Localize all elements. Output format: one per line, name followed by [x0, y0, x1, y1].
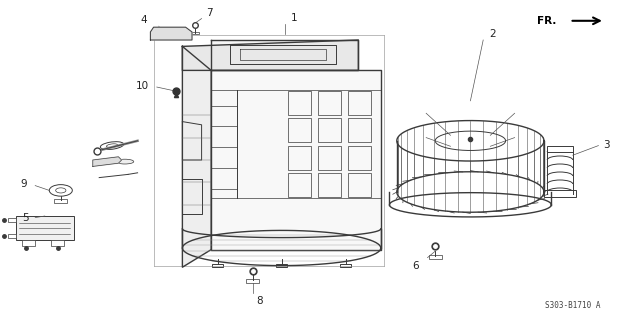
- Bar: [429, 255, 442, 259]
- Bar: [318, 118, 341, 142]
- Bar: [51, 240, 64, 246]
- Bar: [8, 234, 16, 238]
- Bar: [212, 264, 223, 267]
- Bar: [544, 190, 576, 197]
- Bar: [22, 240, 35, 246]
- Text: 6: 6: [413, 261, 419, 271]
- Text: 10: 10: [135, 81, 148, 91]
- Bar: [288, 146, 312, 170]
- Ellipse shape: [163, 31, 179, 36]
- Bar: [547, 146, 573, 152]
- Bar: [318, 146, 341, 170]
- Text: 9: 9: [20, 179, 27, 189]
- Bar: [246, 279, 259, 283]
- Circle shape: [49, 185, 72, 196]
- Bar: [318, 173, 341, 197]
- Text: S303-B1710 A: S303-B1710 A: [545, 301, 600, 310]
- Bar: [54, 199, 67, 203]
- Text: 2: 2: [490, 29, 496, 39]
- Bar: [288, 91, 312, 115]
- Polygon shape: [182, 46, 211, 267]
- Bar: [340, 264, 351, 267]
- Text: 3: 3: [603, 140, 609, 150]
- Text: 7: 7: [206, 8, 212, 18]
- FancyBboxPatch shape: [16, 216, 74, 240]
- Bar: [276, 264, 287, 267]
- Polygon shape: [211, 70, 381, 250]
- Polygon shape: [182, 40, 358, 70]
- Text: 8: 8: [256, 296, 262, 306]
- Text: 1: 1: [291, 13, 298, 23]
- Bar: [191, 32, 199, 34]
- Bar: [318, 91, 341, 115]
- Polygon shape: [150, 27, 192, 40]
- Bar: [348, 91, 371, 115]
- Ellipse shape: [100, 142, 124, 149]
- Text: 5: 5: [22, 213, 29, 223]
- Bar: [288, 118, 312, 142]
- Ellipse shape: [116, 159, 134, 164]
- Bar: [8, 218, 16, 222]
- Bar: [288, 173, 312, 197]
- Bar: [348, 173, 371, 197]
- Text: FR.: FR.: [538, 16, 557, 26]
- Bar: [348, 146, 371, 170]
- Text: 4: 4: [141, 15, 147, 25]
- Bar: [348, 118, 371, 142]
- Polygon shape: [93, 157, 122, 166]
- Polygon shape: [211, 40, 358, 70]
